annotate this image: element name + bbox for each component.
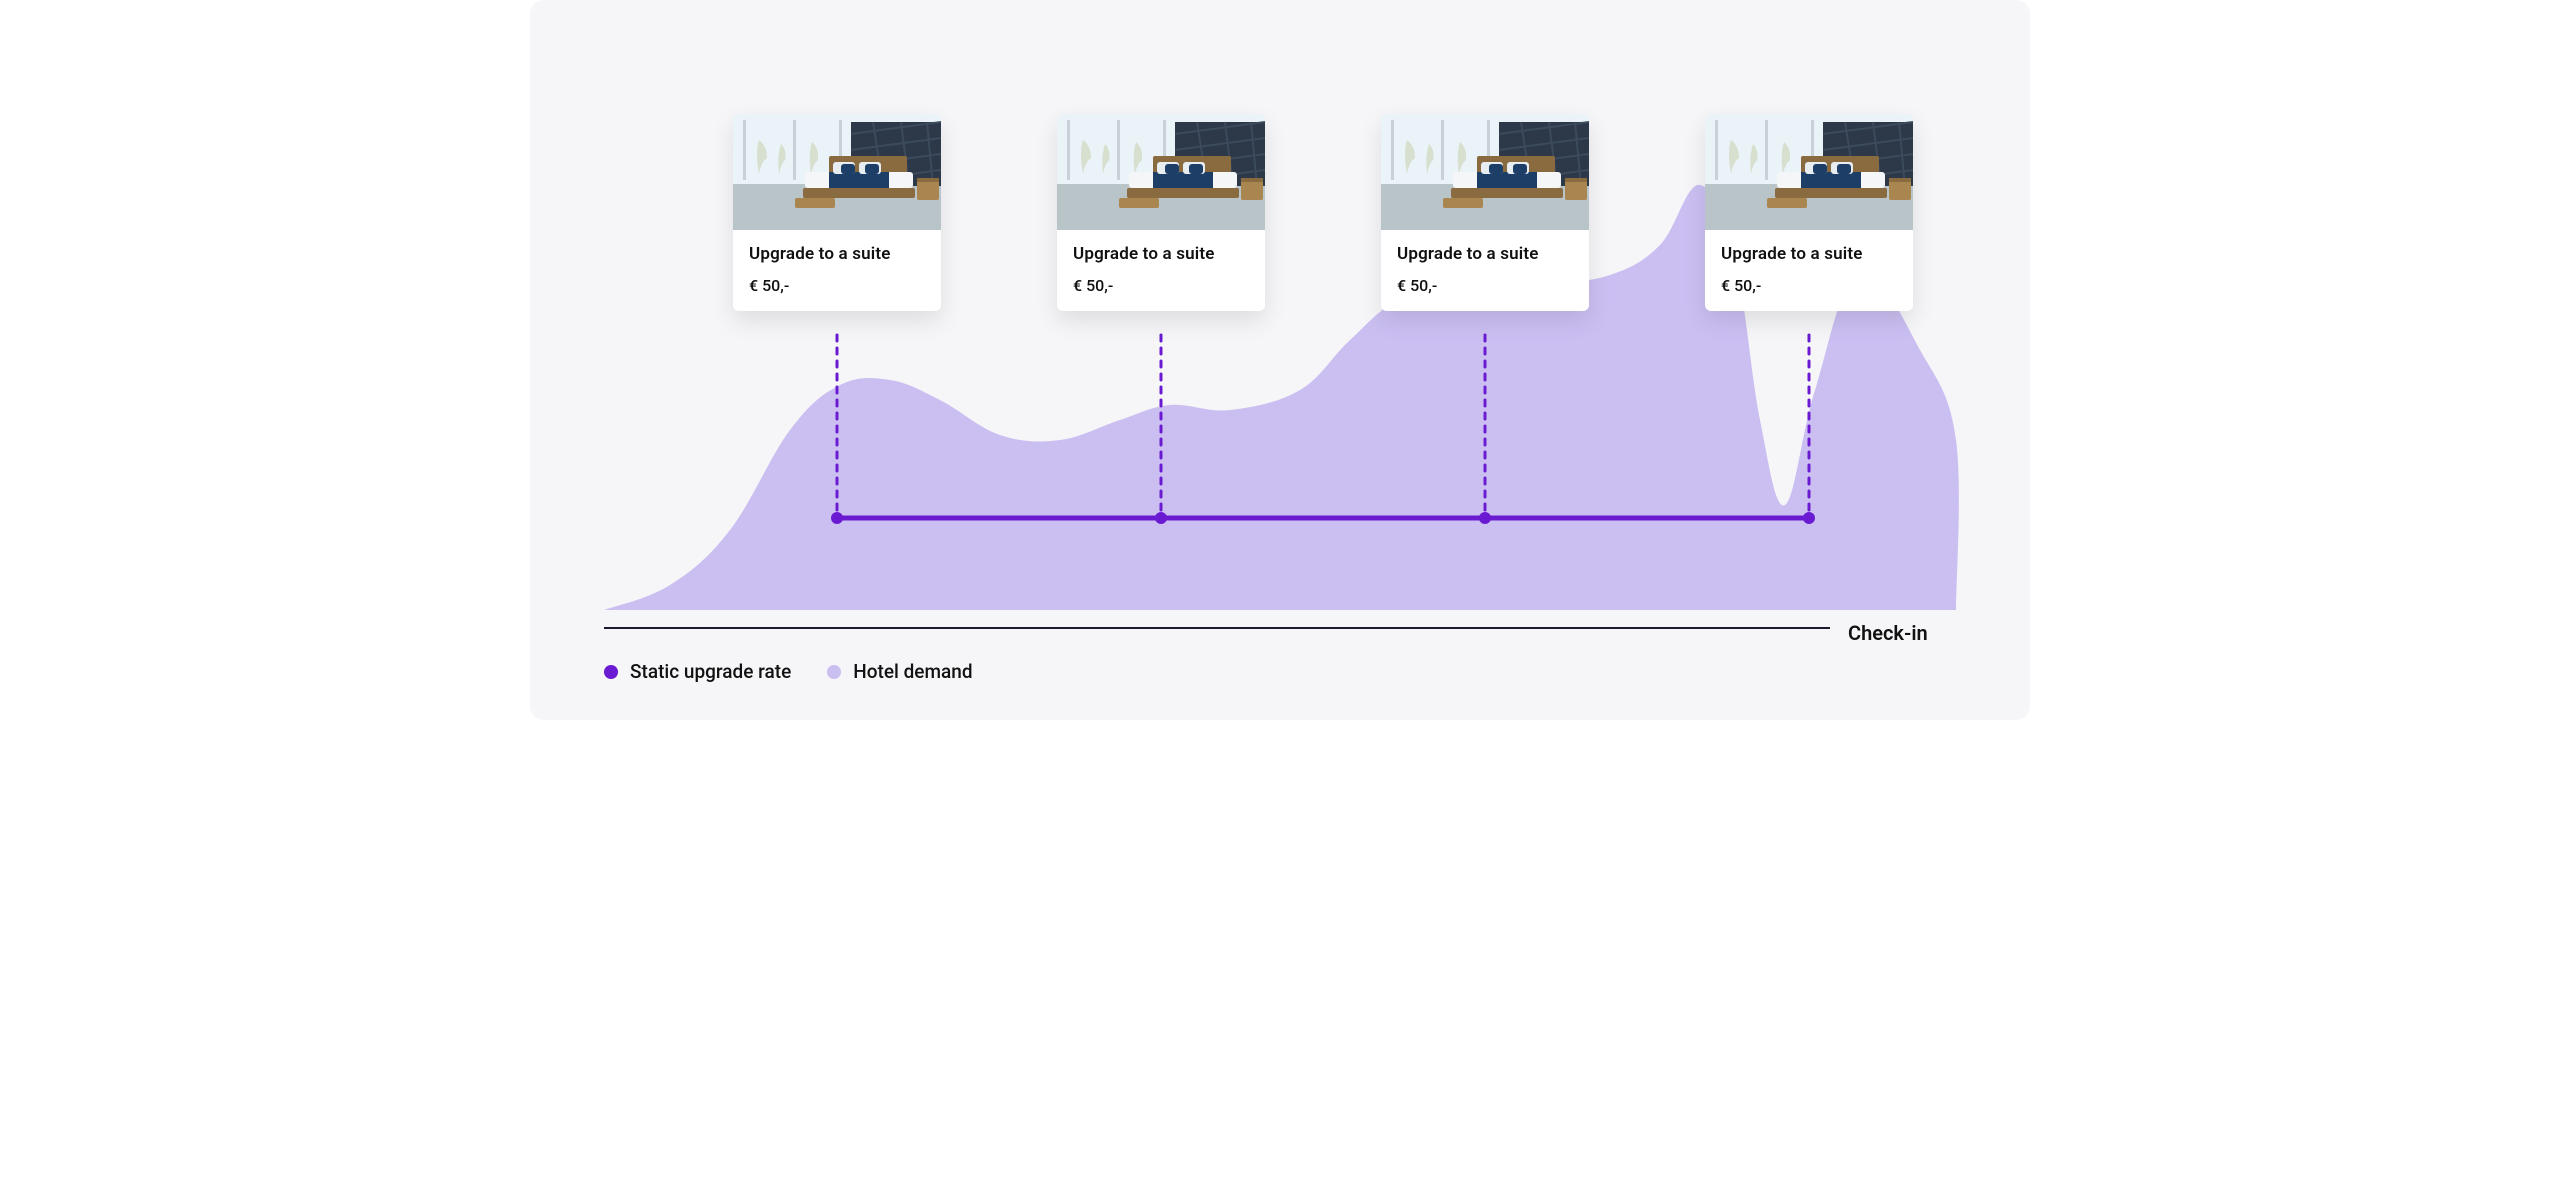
card-price: € 50,- [1073, 276, 1249, 295]
upgrade-card: Upgrade to a suite € 50,- [1381, 114, 1589, 311]
legend-swatch [827, 665, 841, 679]
legend-item-static-rate: Static upgrade rate [604, 660, 791, 683]
infographic-panel: Upgrade to a suite € 50,- [530, 0, 2030, 720]
chart-legend: Static upgrade rate Hotel demand [604, 660, 973, 683]
legend-swatch [604, 665, 618, 679]
upgrade-card: Upgrade to a suite € 50,- [1057, 114, 1265, 311]
room-image [733, 114, 941, 230]
card-title: Upgrade to a suite [749, 244, 925, 264]
card-title: Upgrade to a suite [1397, 244, 1573, 264]
room-image [1057, 114, 1265, 230]
card-price: € 50,- [1397, 276, 1573, 295]
card-price: € 50,- [1721, 276, 1897, 295]
legend-label: Hotel demand [853, 660, 972, 683]
rate-marker [1479, 512, 1491, 524]
card-title: Upgrade to a suite [1073, 244, 1249, 264]
upgrade-card: Upgrade to a suite € 50,- [1705, 114, 1913, 311]
legend-item-hotel-demand: Hotel demand [827, 660, 972, 683]
upgrade-card: Upgrade to a suite € 50,- [733, 114, 941, 311]
demand-chart [530, 0, 2030, 720]
card-title: Upgrade to a suite [1721, 244, 1897, 264]
legend-label: Static upgrade rate [630, 660, 791, 683]
rate-marker [1155, 512, 1167, 524]
room-image [1381, 114, 1589, 230]
x-axis-label: Check-in [1848, 621, 1928, 645]
rate-marker [831, 512, 843, 524]
rate-marker [1803, 512, 1815, 524]
room-image [1705, 114, 1913, 230]
card-price: € 50,- [749, 276, 925, 295]
